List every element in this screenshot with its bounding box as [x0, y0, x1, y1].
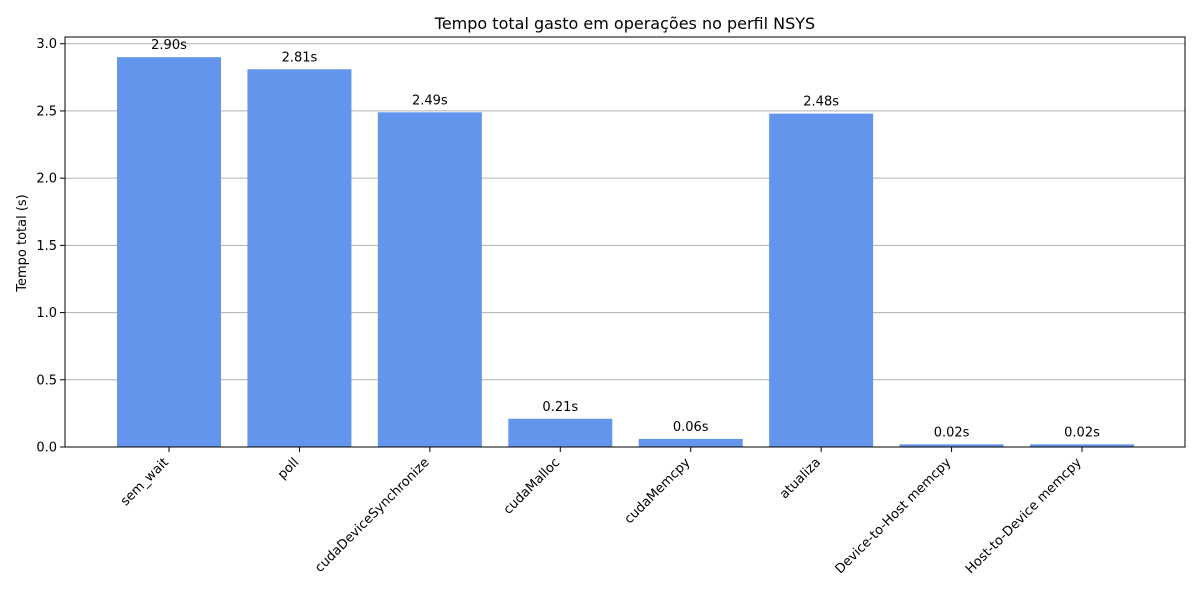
x-tick-label: cudaDeviceSynchronize — [312, 455, 432, 575]
bar — [769, 113, 874, 447]
y-tick-label: 1.5 — [36, 239, 57, 254]
bar — [899, 444, 1004, 447]
bar — [247, 69, 352, 447]
bar-value-label: 0.02s — [934, 425, 970, 440]
bar-value-label: 2.48s — [803, 95, 839, 110]
y-axis-label: Tempo total (s) — [15, 194, 30, 293]
y-tick-label: 3.0 — [36, 37, 57, 52]
bar-value-labels: 2.90s 2.81s 2.49s 0.21s 0.06s 2.48s 0.02s 0.02s — [151, 38, 1100, 440]
x-tick-label: Host-to-Device memcpy — [963, 455, 1085, 577]
y-grid — [65, 43, 1185, 381]
bar — [117, 57, 221, 447]
y-tick-label: 1.0 — [36, 306, 57, 321]
x-tick-label: atualiza — [777, 455, 824, 502]
y-tick-label: 0.5 — [36, 373, 57, 388]
bar-value-label: 0.06s — [673, 420, 709, 435]
x-axis: sem_wait poll cudaDeviceSynchronize cudaMal… — [118, 447, 1085, 577]
y-tick-label: 0.0 — [36, 441, 57, 456]
y-tick-label: 2.0 — [36, 172, 57, 187]
bar-value-label: 2.81s — [282, 50, 318, 65]
bar-value-label: 0.21s — [542, 400, 578, 415]
x-tick-label: poll — [275, 455, 302, 482]
chart-title: Tempo total gasto em operações no perfil… — [434, 14, 815, 33]
x-tick-label: cudaMalloc — [501, 455, 563, 517]
x-tick-label: cudaMemcpy — [622, 455, 694, 527]
y-tick-label: 2.5 — [36, 104, 57, 119]
bar-value-label: 0.02s — [1064, 425, 1100, 440]
y-axis: 0.0 0.5 1.0 1.5 2.0 2.5 3.0 — [36, 37, 65, 456]
bar — [508, 418, 613, 447]
plot-frame — [64, 36, 1186, 448]
x-tick-label: Device-to-Host memcpy — [833, 455, 955, 577]
bar — [377, 112, 482, 447]
bars — [117, 57, 1134, 447]
bar-value-label: 2.49s — [412, 93, 448, 108]
bar — [638, 438, 743, 447]
bar — [1030, 444, 1134, 447]
x-tick-label: sem_wait — [118, 455, 172, 509]
bar-value-label: 2.90s — [151, 38, 187, 53]
